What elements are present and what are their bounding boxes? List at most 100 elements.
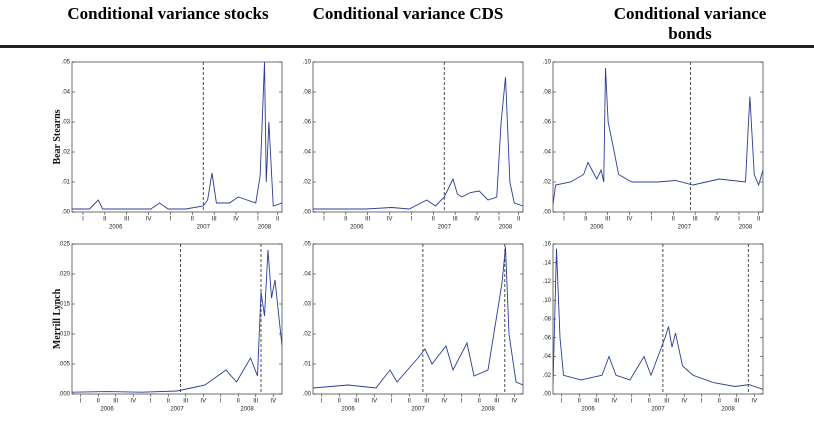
x-tick-label: I [170, 217, 172, 223]
x-tick-label: I [82, 217, 84, 223]
x-tick-label: III [664, 399, 669, 405]
series-line [553, 248, 763, 390]
x-tick-label: I [701, 399, 703, 405]
x-tick-label: III [113, 399, 118, 405]
y-tick-label: .05 [62, 60, 71, 66]
y-tick-label: .02 [303, 332, 312, 338]
x-tick-label: IV [511, 399, 517, 405]
year-label: 2007 [197, 225, 211, 231]
year-label: 2006 [581, 407, 595, 413]
y-tick-label: .08 [543, 90, 552, 96]
x-tick-label: III [212, 217, 217, 223]
x-tick-label: II [191, 217, 195, 223]
x-tick-label: II [237, 399, 241, 405]
series-line [72, 62, 282, 210]
x-tick-label: I [563, 217, 565, 223]
series-line [313, 76, 523, 210]
x-tick-label: II [97, 399, 101, 405]
row-title: Bear Stearns [52, 109, 63, 164]
x-tick-label: III [124, 217, 129, 223]
x-tick-label: I [738, 217, 740, 223]
x-tick-label: I [321, 399, 323, 405]
x-tick-label: IV [441, 399, 447, 405]
year-label: 2006 [341, 407, 355, 413]
plot-frame [71, 61, 283, 213]
x-tick-label: IV [371, 399, 377, 405]
year-label: 2007 [678, 225, 692, 231]
y-tick-label: .00 [543, 210, 552, 216]
x-tick-label: I [220, 399, 222, 405]
x-tick-label: III [693, 217, 698, 223]
y-tick-label: .020 [58, 272, 70, 278]
x-tick-label: IV [270, 399, 276, 405]
x-tick-label: II [757, 217, 761, 223]
x-tick-label: I [561, 399, 563, 405]
y-tick-label: .010 [58, 332, 70, 338]
x-tick-label: I [498, 217, 500, 223]
x-tick-label: I [80, 399, 82, 405]
x-tick-label: IV [714, 217, 720, 223]
column-title: Conditional variance stocks [67, 4, 269, 23]
x-tick-label: IV [387, 217, 393, 223]
year-label: 2008 [739, 225, 753, 231]
y-tick-label: .16 [543, 242, 552, 248]
y-tick-label: .06 [543, 120, 552, 126]
series-line [553, 67, 763, 205]
x-tick-label: IV [130, 399, 136, 405]
year-label: 2008 [258, 225, 272, 231]
y-tick-label: .04 [543, 150, 552, 156]
x-tick-label: II [103, 217, 107, 223]
x-tick-label: I [257, 217, 259, 223]
y-tick-label: .06 [543, 335, 552, 341]
row-title: Merrill Lynch [52, 288, 63, 349]
y-tick-label: .02 [543, 373, 552, 379]
series-line [72, 249, 282, 393]
y-tick-label: .04 [62, 90, 71, 96]
x-tick-label: II [517, 217, 521, 223]
y-tick-label: .02 [543, 180, 552, 186]
y-tick-label: .04 [543, 354, 552, 360]
column-title: Conditional variance bonds [613, 4, 767, 43]
x-tick-label: II [167, 399, 171, 405]
x-tick-label: II [584, 217, 588, 223]
header-rule [0, 45, 814, 48]
y-tick-label: .04 [303, 150, 312, 156]
x-tick-label: IV [627, 217, 633, 223]
year-label: 2008 [481, 407, 495, 413]
y-tick-label: .02 [62, 150, 71, 156]
x-tick-label: IV [681, 399, 687, 405]
y-tick-label: .10 [543, 60, 552, 66]
year-label: 2006 [590, 225, 604, 231]
x-tick-label: III [594, 399, 599, 405]
y-tick-label: .12 [543, 279, 552, 285]
x-tick-label: I [391, 399, 393, 405]
y-tick-label: .000 [58, 392, 70, 398]
x-tick-label: I [631, 399, 633, 405]
x-tick-label: II [276, 217, 280, 223]
x-tick-label: II [338, 399, 342, 405]
plot-frame [312, 243, 524, 395]
y-tick-label: .00 [543, 392, 552, 398]
y-tick-label: .005 [58, 362, 70, 368]
y-tick-label: .04 [303, 272, 312, 278]
plot-frame [71, 243, 283, 395]
y-tick-label: .00 [303, 392, 312, 398]
x-tick-label: III [453, 217, 458, 223]
year-label: 2007 [438, 225, 452, 231]
y-tick-label: .015 [58, 302, 70, 308]
year-label: 2007 [651, 407, 665, 413]
x-tick-label: I [411, 217, 413, 223]
x-tick-label: II [408, 399, 412, 405]
x-tick-label: I [651, 217, 653, 223]
year-label: 2006 [109, 225, 123, 231]
y-tick-label: .14 [543, 260, 552, 266]
x-tick-label: IV [611, 399, 617, 405]
series-line [313, 246, 523, 389]
y-tick-label: .08 [543, 317, 552, 323]
y-tick-label: .00 [62, 210, 71, 216]
year-label: 2008 [499, 225, 513, 231]
y-tick-label: .08 [303, 90, 312, 96]
plot-frame [552, 61, 764, 213]
